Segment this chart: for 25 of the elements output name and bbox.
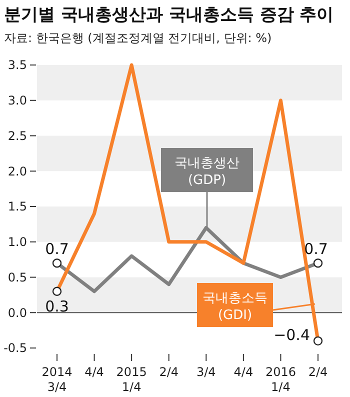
data-label: 0.3 [45,297,69,316]
y-tick-label: 2.0 [8,164,27,178]
x-tick-label: 3/4 [196,365,216,379]
text: 국내총생산 (GDP) [174,156,240,188]
y-tick-label: 1.0 [8,235,27,250]
y-tick-label: 3.5 [8,58,27,72]
x-tick-label: 4/4 [84,365,104,379]
x-tick-label: 2014 3/4 [42,365,72,394]
x-tick-label: 4/4 [234,365,254,379]
y-tick-label: 2.5 [8,128,27,143]
x-tick-label: 2/4 [308,365,328,379]
data-label: 0.7 [45,240,69,258]
x-tick-label: 2/4 [159,365,179,379]
y-tick-label: 1.5 [8,200,27,214]
y-tick-label: 0.0 [8,306,27,320]
x-tick-label: 2015 1/4 [116,365,147,394]
chart-title: 분기별 국내총생산과 국내총소득 증감 추이 [4,5,334,25]
chart-subtitle: 자료: 한국은행 (계절조정계열 전기대비, 단위: %) [4,31,272,45]
y-tick-label: -0.5 [4,341,27,356]
data-label: −0.4 [274,326,310,344]
legend-label: 국내총소득 (GDI) [202,291,268,323]
y-tick-label: 3.0 [8,94,27,108]
y-tick-label: 0.5 [8,270,27,284]
data-label: 0.7 [304,240,328,258]
x-tick-label: 2016 1/4 [265,365,296,394]
